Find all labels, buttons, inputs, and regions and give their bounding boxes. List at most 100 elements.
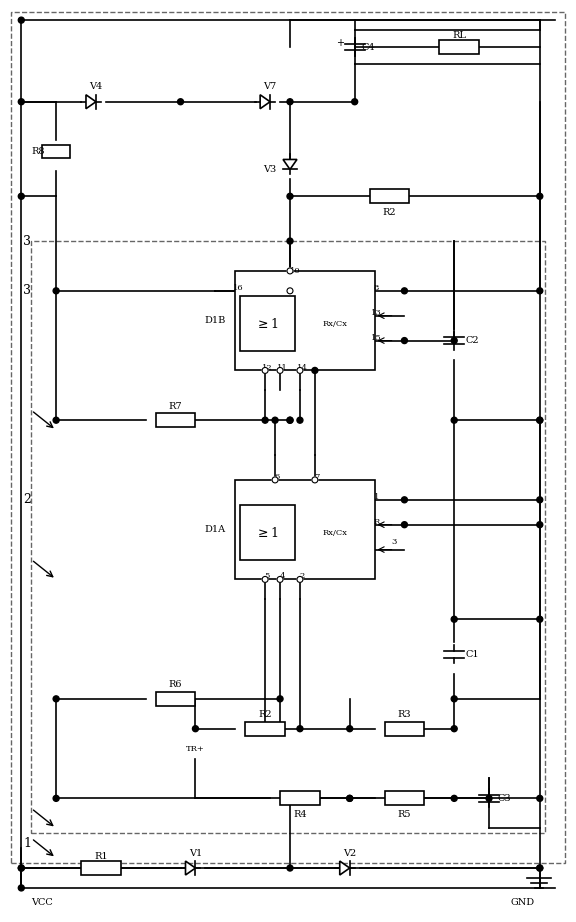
Text: V3: V3: [263, 165, 276, 174]
Circle shape: [53, 288, 59, 294]
Text: R8: R8: [32, 147, 45, 156]
Circle shape: [287, 288, 293, 294]
Text: C2: C2: [465, 337, 479, 345]
Text: 1: 1: [374, 493, 379, 501]
Circle shape: [537, 194, 543, 199]
Circle shape: [177, 99, 184, 105]
Text: 2: 2: [23, 493, 31, 506]
Text: 12: 12: [262, 364, 272, 372]
Text: 14: 14: [297, 364, 308, 372]
Circle shape: [18, 99, 24, 105]
Text: R1: R1: [94, 852, 108, 860]
Bar: [385, 791, 425, 805]
Text: R2: R2: [258, 710, 272, 719]
Polygon shape: [340, 861, 350, 875]
Bar: [156, 413, 195, 427]
Circle shape: [272, 477, 278, 483]
Text: R7: R7: [169, 402, 183, 411]
Circle shape: [312, 368, 318, 373]
Circle shape: [277, 696, 283, 702]
Bar: [245, 722, 285, 736]
Circle shape: [312, 477, 318, 483]
Circle shape: [53, 796, 59, 801]
Circle shape: [277, 576, 283, 583]
Bar: [240, 296, 295, 350]
Text: C1: C1: [465, 650, 479, 658]
Text: 1: 1: [23, 836, 31, 850]
Text: 8: 8: [374, 284, 379, 292]
Circle shape: [287, 865, 293, 871]
Circle shape: [537, 865, 543, 871]
Text: 2: 2: [300, 573, 305, 581]
Text: D1A: D1A: [205, 526, 226, 534]
Circle shape: [401, 522, 407, 527]
Text: V4: V4: [89, 82, 103, 91]
Bar: [439, 40, 479, 54]
Bar: [156, 692, 195, 706]
Circle shape: [401, 337, 407, 344]
Text: 16: 16: [233, 284, 244, 292]
Text: C4: C4: [362, 42, 376, 52]
Text: 3: 3: [392, 538, 397, 546]
Circle shape: [18, 865, 24, 871]
Circle shape: [451, 337, 457, 344]
Circle shape: [272, 418, 278, 423]
Circle shape: [537, 522, 543, 527]
Circle shape: [537, 796, 543, 801]
Text: D1B: D1B: [204, 316, 226, 325]
Circle shape: [297, 418, 303, 423]
Text: Rx/Cx: Rx/Cx: [323, 320, 347, 327]
Circle shape: [287, 194, 293, 199]
Circle shape: [262, 576, 268, 583]
Text: TR+: TR+: [186, 745, 205, 752]
Text: GND: GND: [511, 898, 535, 907]
Text: 3: 3: [23, 284, 31, 297]
Polygon shape: [260, 95, 270, 109]
Circle shape: [277, 368, 283, 373]
Text: VCC: VCC: [31, 898, 53, 907]
Text: Rx/Cx: Rx/Cx: [323, 528, 347, 537]
Circle shape: [352, 99, 358, 105]
Bar: [240, 504, 295, 560]
Text: V7: V7: [263, 82, 276, 91]
Text: $\geq$1: $\geq$1: [255, 526, 279, 539]
Polygon shape: [86, 95, 96, 109]
Text: C3: C3: [497, 794, 511, 803]
Text: 5: 5: [264, 573, 270, 581]
Text: 13: 13: [371, 309, 382, 317]
Text: $\geq$1: $\geq$1: [255, 316, 279, 331]
Circle shape: [451, 418, 457, 423]
Text: R6: R6: [169, 680, 182, 690]
Text: R5: R5: [397, 810, 411, 819]
Text: +: +: [336, 38, 344, 48]
Text: 3: 3: [23, 234, 31, 248]
Circle shape: [451, 796, 457, 801]
Bar: [81, 861, 121, 875]
Circle shape: [18, 865, 24, 871]
Circle shape: [18, 885, 24, 891]
Circle shape: [262, 368, 268, 373]
Text: R3: R3: [397, 710, 411, 719]
Polygon shape: [185, 861, 195, 875]
Text: 11: 11: [276, 364, 287, 372]
Text: 6: 6: [274, 473, 280, 481]
Circle shape: [192, 726, 199, 732]
Circle shape: [537, 418, 543, 423]
Text: 4: 4: [279, 573, 285, 581]
Circle shape: [297, 726, 303, 732]
Circle shape: [53, 696, 59, 702]
Bar: [280, 791, 320, 805]
Circle shape: [297, 368, 303, 373]
Circle shape: [537, 865, 543, 871]
Circle shape: [537, 497, 543, 502]
Circle shape: [537, 418, 543, 423]
Circle shape: [451, 616, 457, 622]
Text: R2: R2: [382, 207, 396, 217]
Circle shape: [53, 418, 59, 423]
Circle shape: [451, 696, 457, 702]
Circle shape: [287, 268, 293, 274]
Circle shape: [287, 238, 293, 244]
Circle shape: [347, 726, 353, 732]
Bar: [370, 189, 410, 203]
Circle shape: [401, 288, 407, 294]
